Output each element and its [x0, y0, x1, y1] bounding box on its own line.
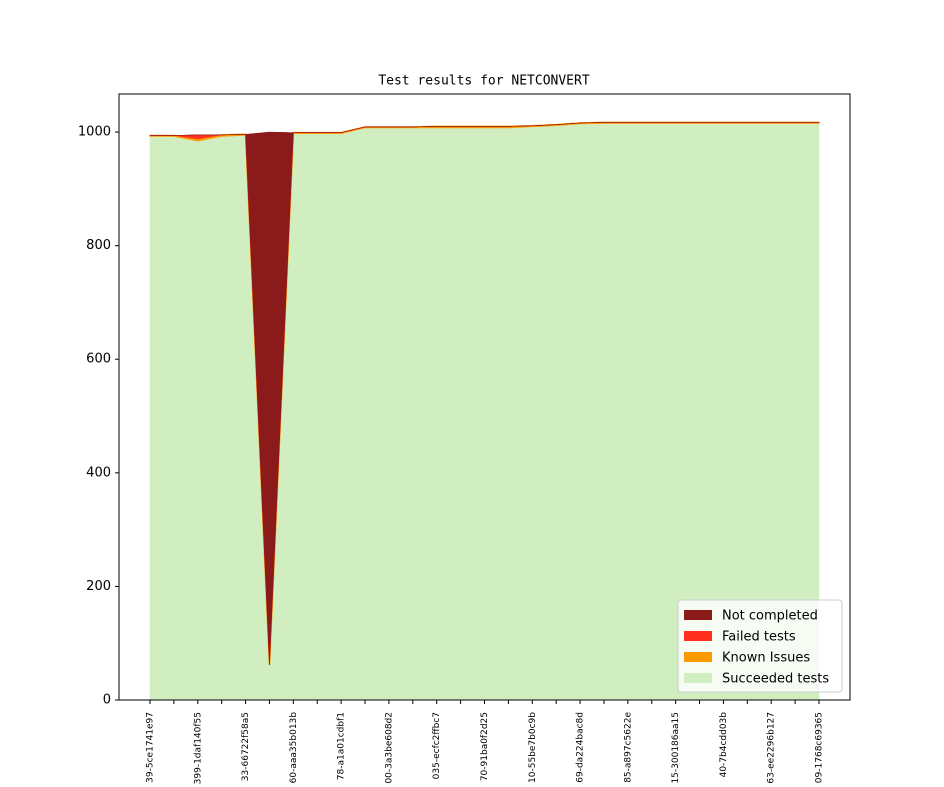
- x-tick-label: 63-ee2296b127: [767, 712, 777, 784]
- area: [150, 122, 819, 665]
- legend-label: Succeeded tests: [722, 672, 829, 687]
- x-tick-label: 09-1768c69365: [815, 712, 825, 783]
- x-tick-label: 78-a1a01cdbf1: [337, 712, 347, 780]
- y-tick-label: 800: [86, 238, 111, 253]
- y-tick-label: 400: [86, 465, 111, 480]
- x-tick-label: 40-7b4cdd03b: [719, 712, 729, 778]
- chart-title: Test results for NETCONVERT: [378, 74, 589, 89]
- y-tick-label: 0: [103, 693, 111, 708]
- legend-label: Known Issues: [722, 651, 810, 666]
- x-tick-label: 00-3a3be608d2: [384, 712, 394, 784]
- x-tick-label: 399-1daf140f55: [193, 712, 203, 784]
- legend-swatch: [684, 631, 712, 641]
- x-tick-label: 035-ecfc2ffbc7: [432, 712, 442, 779]
- x-tick-label: 69-da224bac8d: [576, 712, 586, 783]
- x-tick-label: 15-300186aa15: [671, 712, 681, 784]
- x-tick-label: 10-55be7b0c9b: [528, 712, 538, 783]
- legend-frame: [677, 599, 843, 693]
- legend-swatch: [684, 610, 712, 620]
- x-tick-label: 39-5ce1741e97: [146, 712, 156, 783]
- y-tick-label: 600: [86, 352, 111, 367]
- legend-swatch: [684, 673, 712, 683]
- x-tick-label: 85-a897c5622e: [623, 712, 633, 783]
- legend-label: Not completed: [722, 609, 818, 624]
- x-tick-label: 60-aaa35b013b: [289, 712, 299, 784]
- legend-label: Failed tests: [722, 630, 796, 645]
- y-tick-label: 1000: [78, 125, 111, 140]
- x-tick-label: 70-91ba0f2d25: [480, 712, 490, 781]
- y-tick-label: 200: [86, 579, 111, 594]
- legend-swatch: [684, 652, 712, 662]
- x-tick-label: 33-66722f58a5: [241, 712, 251, 781]
